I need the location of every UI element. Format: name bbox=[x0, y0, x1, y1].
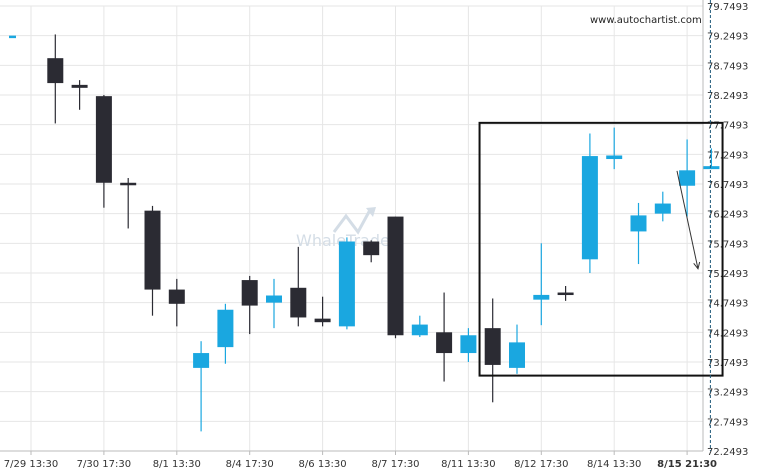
candle bbox=[703, 148, 720, 170]
y-tick-label: 72.2493 bbox=[707, 447, 748, 458]
candle-body bbox=[460, 335, 477, 354]
candle-body bbox=[338, 241, 355, 327]
candle-body bbox=[363, 241, 380, 256]
candle bbox=[338, 237, 355, 330]
candle bbox=[557, 286, 574, 301]
grid-layer bbox=[0, 5, 703, 452]
candle bbox=[9, 35, 16, 39]
candle-body bbox=[411, 324, 428, 336]
candle-body bbox=[290, 287, 307, 318]
y-tick-label: 78.7493 bbox=[707, 61, 748, 72]
y-tick-label: 75.7493 bbox=[707, 239, 748, 250]
watermark-logo-icon bbox=[332, 207, 376, 235]
candle-body bbox=[557, 292, 574, 296]
candle bbox=[266, 278, 282, 329]
candle bbox=[314, 296, 331, 327]
candle-body bbox=[71, 84, 88, 88]
x-tick-label: 8/12 17:30 bbox=[514, 459, 568, 470]
candle bbox=[144, 205, 161, 316]
candle bbox=[411, 315, 428, 338]
candle bbox=[606, 127, 623, 170]
candle-body bbox=[436, 332, 453, 354]
y-tick-label: 78.2493 bbox=[707, 91, 748, 102]
candle-body bbox=[606, 155, 623, 160]
axis-layer: 79.7493 79.2493 78.7493 78.2493 77.7493 77.24… bbox=[0, 0, 748, 470]
candle bbox=[436, 292, 453, 382]
candle-body bbox=[679, 170, 696, 186]
x-tick-label: 8/14 13:30 bbox=[587, 459, 641, 470]
candle-body bbox=[95, 96, 112, 183]
candle bbox=[654, 191, 671, 222]
candle-body bbox=[509, 342, 525, 368]
y-tick-label: 79.2493 bbox=[707, 32, 748, 43]
candle-body bbox=[581, 156, 598, 260]
candle-body bbox=[387, 216, 404, 336]
y-tick-label: 74.7493 bbox=[707, 299, 748, 310]
y-tick-label: 73.2493 bbox=[707, 388, 748, 399]
candle bbox=[363, 240, 380, 263]
candle bbox=[387, 216, 404, 339]
candle bbox=[484, 298, 501, 403]
y-tick-label: 77.7493 bbox=[707, 121, 748, 132]
candle bbox=[193, 341, 210, 432]
candle-body bbox=[241, 280, 258, 306]
y-tick-label: 79.7493 bbox=[707, 2, 748, 13]
candle-body bbox=[120, 182, 137, 186]
x-tick-label: 8/7 17:30 bbox=[371, 459, 419, 470]
candle bbox=[217, 303, 234, 364]
candle-body bbox=[144, 210, 161, 290]
candle bbox=[241, 275, 258, 335]
candle-body bbox=[193, 353, 210, 368]
candle-body bbox=[533, 294, 550, 300]
candles-layer bbox=[9, 34, 720, 432]
x-tick-label: 8/6 13:30 bbox=[299, 459, 347, 470]
candle-body bbox=[47, 58, 64, 84]
x-tick-label: 7/29 13:30 bbox=[4, 459, 58, 470]
x-tick-label: 8/4 17:30 bbox=[226, 459, 274, 470]
candle bbox=[679, 139, 696, 217]
candle bbox=[509, 324, 525, 374]
y-tick-label: 76.7493 bbox=[707, 180, 748, 191]
candle bbox=[460, 328, 477, 362]
y-tick-label: 74.2493 bbox=[707, 328, 748, 339]
candle-body bbox=[9, 35, 16, 39]
y-tick-label: 75.2493 bbox=[707, 269, 748, 280]
site-label[interactable]: www.autochartist.com bbox=[590, 15, 702, 26]
candle bbox=[290, 246, 307, 327]
candle bbox=[71, 80, 88, 110]
forecast-arrowhead-icon bbox=[693, 261, 701, 270]
candle bbox=[47, 34, 64, 124]
candle bbox=[120, 178, 137, 229]
x-tick-label: 8/11 13:30 bbox=[441, 459, 495, 470]
candle-body bbox=[654, 203, 671, 214]
y-tick-label: 72.7493 bbox=[707, 417, 748, 428]
pattern-box bbox=[478, 121, 724, 377]
y-tick-label: 76.2493 bbox=[707, 210, 748, 221]
forecast-arrow bbox=[676, 170, 699, 269]
candle bbox=[581, 133, 598, 273]
candle-body bbox=[168, 289, 185, 304]
x-tick-label: 8/1 13:30 bbox=[153, 459, 201, 470]
candle-body bbox=[217, 309, 234, 348]
y-tick-label: 77.2493 bbox=[707, 150, 748, 161]
x-tick-label: 8/15 21:30 bbox=[657, 459, 717, 470]
x-tick-label: 7/30 17:30 bbox=[77, 459, 131, 470]
candle-body bbox=[703, 166, 720, 170]
candle-body bbox=[266, 295, 282, 303]
candle-body bbox=[314, 318, 331, 323]
candle bbox=[533, 243, 550, 326]
candle bbox=[168, 278, 185, 327]
candle-body bbox=[630, 215, 647, 232]
y-tick-label: 73.7493 bbox=[707, 358, 748, 369]
overlay-layer bbox=[478, 0, 724, 451]
candle bbox=[95, 94, 112, 208]
candle-body bbox=[484, 328, 501, 365]
candle bbox=[630, 202, 647, 265]
